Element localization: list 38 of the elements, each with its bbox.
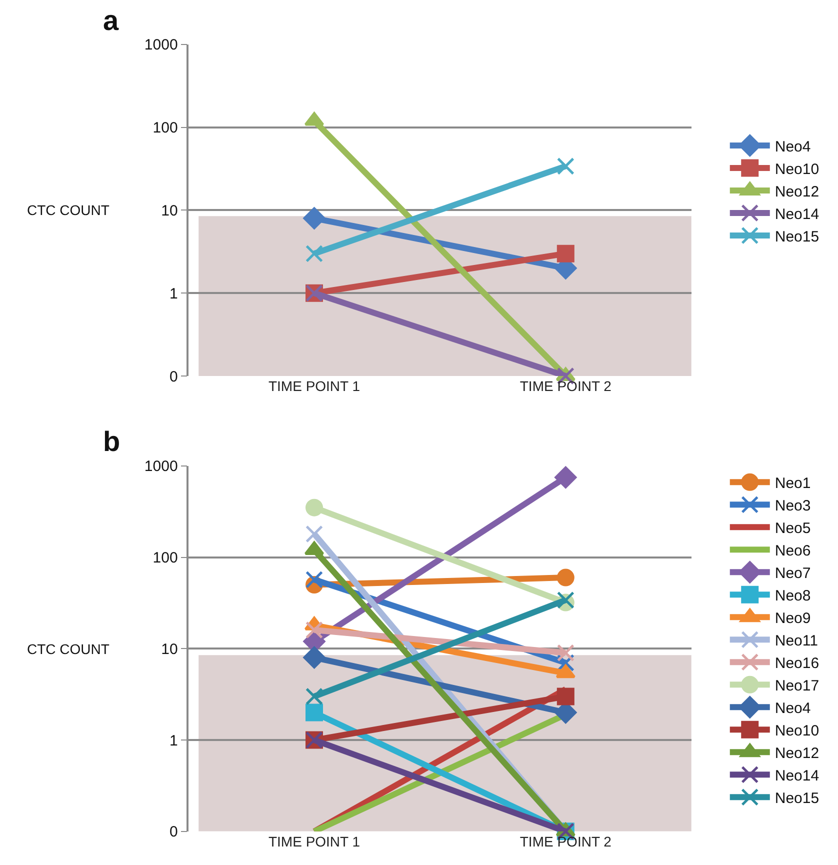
legend-label: Neo7 (774, 565, 811, 582)
legend-label: Neo17 (774, 678, 820, 695)
legend-label: Neo4 (774, 700, 811, 718)
legend-label: Neo11 (774, 632, 818, 650)
legend-label: Neo6 (774, 542, 811, 560)
chart-title: a (103, 5, 119, 36)
x-tick-label: TIME POINT 1 (268, 378, 360, 394)
legend-label: Neo10 (774, 722, 820, 740)
y-tick-label: 100 (152, 550, 178, 567)
y-tick-label: 1000 (144, 36, 178, 54)
x-tick-label: TIME POINT 2 (520, 378, 612, 394)
legend-label: Neo9 (774, 610, 811, 628)
legend-label: Neo5 (774, 520, 811, 538)
chart-title: b (103, 426, 120, 457)
legend-label: Neo14 (774, 768, 820, 785)
y-axis-title: CTC COUNT (27, 641, 110, 657)
legend-label: Neo14 (774, 206, 820, 223)
y-tick-label: 1000 (144, 458, 178, 476)
legend-label: Neo15 (774, 228, 820, 246)
y-tick-label: 1 (169, 285, 178, 302)
legend-label: Neo12 (774, 183, 820, 200)
y-tick-label: 10 (161, 640, 178, 658)
legend-label: Neo10 (774, 160, 820, 178)
legend-label: Neo1 (774, 475, 811, 492)
y-axis-title: CTC COUNT (27, 202, 110, 218)
legend-label: Neo15 (774, 790, 820, 808)
y-tick-label: 100 (152, 120, 178, 137)
legend-label: Neo4 (774, 138, 811, 156)
y-tick-label: 0 (169, 824, 178, 841)
legend-label: Neo16 (774, 655, 820, 672)
y-tick-label: 0 (169, 368, 178, 386)
y-tick-label: 1 (169, 732, 178, 750)
y-tick-label: 10 (161, 202, 178, 220)
x-tick-label: TIME POINT 2 (520, 833, 612, 850)
legend-label: Neo12 (774, 745, 820, 762)
legend-label: Neo3 (774, 498, 811, 515)
legend-label: Neo8 (774, 588, 811, 605)
x-tick-label: TIME POINT 1 (268, 833, 360, 850)
